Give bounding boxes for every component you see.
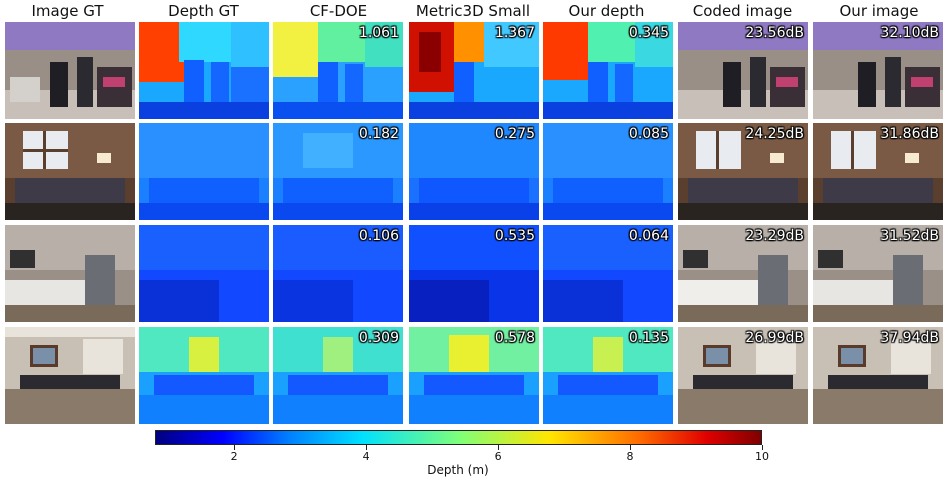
row4-coded-image: 26.99dB (678, 327, 808, 424)
row3-cf-doe-error: 0.106 (358, 228, 399, 244)
row4-cf-doe: 0.309 (273, 327, 403, 424)
row3-coded-psnr: 23.29dB (745, 228, 804, 244)
row4-metric3d: 0.578 (409, 327, 539, 424)
header-image-gt: Image GT (31, 2, 104, 20)
row4-image-gt (5, 327, 135, 424)
row2-depth-gt (139, 123, 269, 220)
row1-our-image: 32.10dB (813, 22, 943, 119)
depth-colorbar (155, 430, 762, 445)
header-metric3d-small: Metric3D Small (415, 2, 531, 20)
row1-our-depth: 0.345 (543, 22, 673, 119)
colorbar-tick-label: 4 (362, 450, 370, 463)
row4-cf-doe-error: 0.309 (358, 330, 399, 346)
row3-depth-gt (139, 225, 269, 322)
row2-coded-image: 24.25dB (678, 123, 808, 220)
colorbar-tick (497, 445, 499, 450)
colorbar-tick-label: 10 (755, 450, 769, 463)
row1-coded-image: 23.56dB (678, 22, 808, 119)
row1-our-depth-error: 0.345 (628, 25, 669, 41)
row1-metric3d: 1.367 (409, 22, 539, 119)
row3-metric3d: 0.535 (409, 225, 539, 322)
colorbar-tick (365, 445, 367, 450)
colorbar-tick (761, 445, 763, 450)
row2-our-image: 31.86dB (813, 123, 943, 220)
row3-our-depth: 0.064 (543, 225, 673, 322)
row4-coded-psnr: 26.99dB (745, 330, 804, 346)
row2-our-image-psnr: 31.86dB (880, 126, 939, 142)
row1-depth-gt (139, 22, 269, 119)
row2-cf-doe-error: 0.182 (358, 126, 399, 142)
row3-our-depth-error: 0.064 (628, 228, 669, 244)
row2-our-depth-error: 0.085 (628, 126, 669, 142)
colorbar-tick (629, 445, 631, 450)
row4-our-depth: 0.135 (543, 327, 673, 424)
colorbar-tick-label: 6 (494, 450, 502, 463)
row3-metric3d-error: 0.535 (494, 228, 535, 244)
row4-our-image-psnr: 37.94dB (880, 330, 939, 346)
header-depth-gt: Depth GT (168, 2, 239, 20)
row1-cf-doe: 1.061 (273, 22, 403, 119)
row1-cf-doe-error: 1.061 (358, 25, 399, 41)
row1-our-image-psnr: 32.10dB (880, 25, 939, 41)
row3-image-gt (5, 225, 135, 322)
colorbar-label: Depth (m) (427, 463, 489, 477)
row2-coded-psnr: 24.25dB (745, 126, 804, 142)
header-cf-doe: CF-DOE (309, 2, 368, 20)
row4-our-depth-error: 0.135 (628, 330, 669, 346)
row2-image-gt (5, 123, 135, 220)
row1-metric3d-error: 1.367 (494, 25, 535, 41)
row4-depth-gt (139, 327, 269, 424)
header-our-image: Our image (839, 2, 919, 20)
row3-our-image-psnr: 31.52dB (880, 228, 939, 244)
row2-cf-doe: 0.182 (273, 123, 403, 220)
row3-coded-image: 23.29dB (678, 225, 808, 322)
row2-our-depth: 0.085 (543, 123, 673, 220)
row2-metric3d-error: 0.275 (494, 126, 535, 142)
row4-metric3d-error: 0.578 (494, 330, 535, 346)
row1-image-gt (5, 22, 135, 119)
colorbar-tick (233, 445, 235, 450)
row2-metric3d: 0.275 (409, 123, 539, 220)
row1-coded-psnr: 23.56dB (745, 25, 804, 41)
colorbar-tick-label: 2 (230, 450, 238, 463)
header-coded-image: Coded image (692, 2, 793, 20)
row3-our-image: 31.52dB (813, 225, 943, 322)
row3-cf-doe: 0.106 (273, 225, 403, 322)
row4-our-image: 37.94dB (813, 327, 943, 424)
header-our-depth: Our depth (568, 2, 645, 20)
colorbar-tick-label: 8 (626, 450, 634, 463)
